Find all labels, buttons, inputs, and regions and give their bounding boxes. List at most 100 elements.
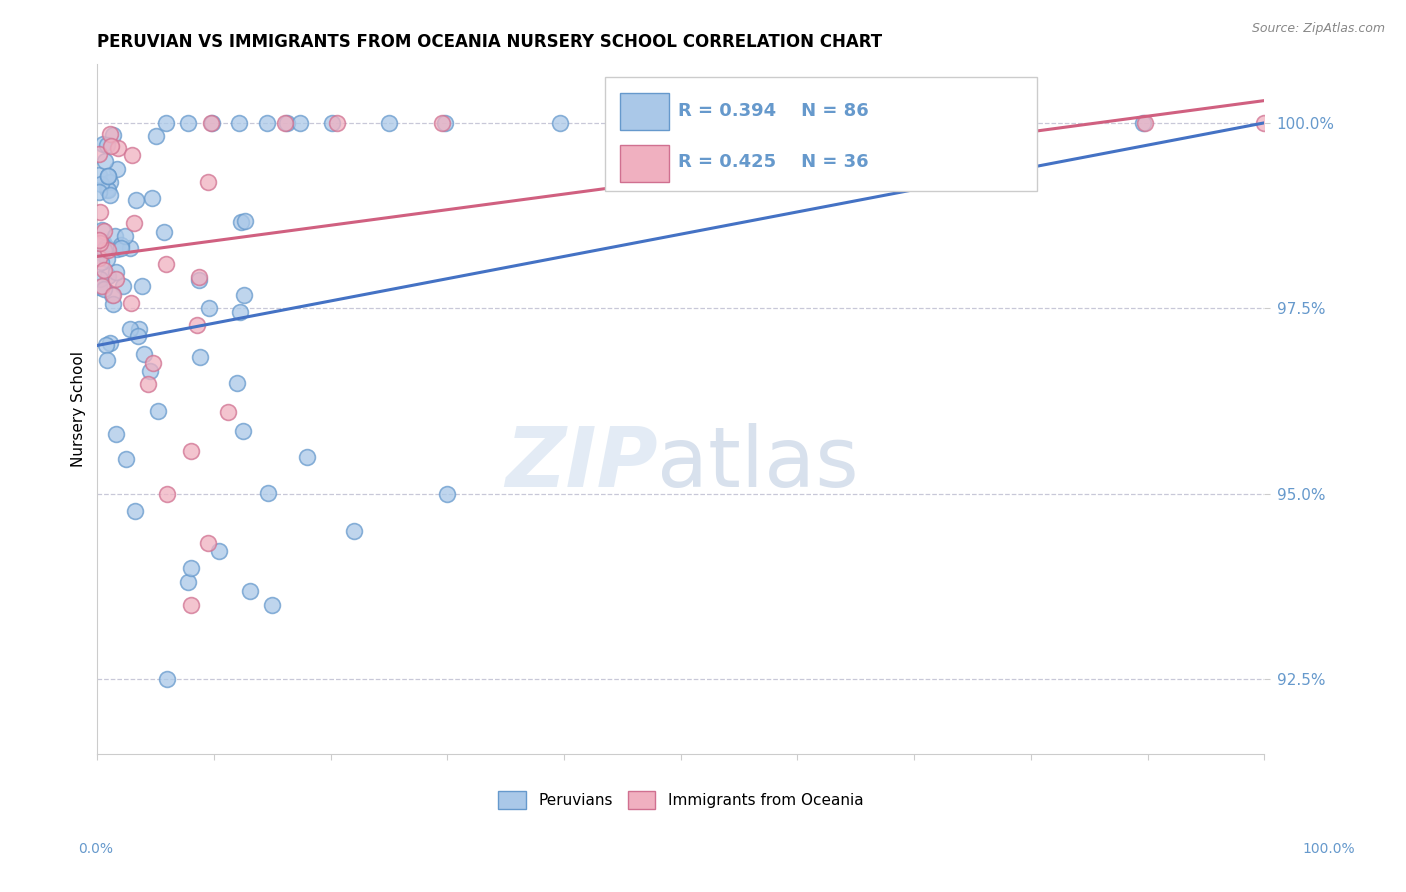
Point: [114, 229, 136, 244]
Point: [228, 116, 250, 130]
Point: [87, 280, 110, 294]
Point: [188, 350, 211, 364]
Point: [128, 321, 150, 335]
Point: [120, 241, 142, 255]
Point: [276, 116, 298, 130]
Point: [148, 404, 170, 418]
Point: [229, 305, 252, 319]
Point: [145, 128, 167, 143]
Point: [101, 287, 124, 301]
Y-axis label: Nursery School: Nursery School: [72, 351, 86, 467]
Point: [134, 347, 156, 361]
Point: [96, 181, 118, 195]
Point: [1133, 116, 1156, 130]
Point: [180, 443, 202, 458]
Point: [188, 270, 211, 285]
Point: [201, 116, 224, 130]
Point: [104, 229, 127, 244]
FancyBboxPatch shape: [605, 78, 1036, 191]
Point: [235, 214, 257, 228]
Point: [141, 191, 163, 205]
Point: [343, 524, 366, 538]
Point: [104, 426, 127, 441]
Text: ZIP: ZIP: [505, 423, 658, 504]
Point: [121, 147, 143, 161]
Point: [180, 561, 202, 575]
Point: [94, 240, 117, 254]
Point: [87, 185, 110, 199]
Point: [98, 175, 121, 189]
Point: [97, 169, 120, 184]
Point: [200, 116, 222, 130]
Point: [93, 282, 115, 296]
Point: [186, 318, 208, 332]
Point: [198, 301, 221, 315]
Point: [96, 252, 118, 266]
Point: [93, 263, 115, 277]
Text: R = 0.425    N = 36: R = 0.425 N = 36: [679, 153, 869, 171]
Point: [297, 450, 319, 464]
Point: [90, 223, 112, 237]
Point: [124, 504, 146, 518]
Point: [239, 584, 262, 599]
Point: [965, 116, 987, 130]
Point: [1253, 116, 1275, 130]
Text: R = 0.394    N = 86: R = 0.394 N = 86: [679, 102, 869, 120]
Point: [155, 116, 177, 130]
Text: PERUVIAN VS IMMIGRANTS FROM OCEANIA NURSERY SCHOOL CORRELATION CHART: PERUVIAN VS IMMIGRANTS FROM OCEANIA NURS…: [97, 33, 883, 51]
Point: [89, 204, 111, 219]
Point: [131, 279, 153, 293]
Point: [321, 116, 343, 130]
Point: [97, 243, 120, 257]
Point: [550, 116, 572, 130]
Point: [93, 224, 115, 238]
Point: [436, 487, 458, 501]
Point: [290, 116, 312, 130]
Point: [1132, 116, 1154, 130]
Point: [94, 154, 117, 169]
Point: [89, 235, 111, 250]
Point: [87, 168, 110, 182]
Point: [257, 486, 280, 500]
Point: [105, 265, 128, 279]
Point: [97, 169, 120, 183]
Point: [103, 128, 125, 142]
Point: [127, 329, 149, 343]
FancyBboxPatch shape: [620, 93, 669, 130]
Point: [93, 244, 115, 258]
Point: [226, 376, 249, 390]
Point: [91, 235, 114, 249]
Point: [100, 139, 122, 153]
Point: [959, 116, 981, 130]
Point: [101, 288, 124, 302]
Point: [197, 536, 219, 550]
Point: [107, 141, 129, 155]
Point: [730, 116, 752, 130]
Point: [122, 216, 145, 230]
Point: [89, 254, 111, 268]
Point: [217, 405, 239, 419]
Point: [156, 487, 179, 501]
Point: [91, 137, 114, 152]
Point: [136, 376, 159, 391]
Point: [96, 138, 118, 153]
Point: [97, 269, 120, 284]
Point: [105, 162, 128, 177]
Legend: Peruvians, Immigrants from Oceania: Peruvians, Immigrants from Oceania: [492, 785, 869, 815]
Point: [90, 178, 112, 192]
Point: [96, 353, 118, 368]
Point: [155, 256, 177, 270]
Point: [90, 246, 112, 260]
Point: [110, 238, 132, 252]
Point: [124, 193, 146, 207]
Point: [118, 322, 141, 336]
Point: [177, 116, 200, 130]
FancyBboxPatch shape: [620, 145, 669, 182]
Point: [433, 116, 456, 130]
Point: [98, 127, 121, 141]
Point: [229, 215, 252, 229]
Point: [105, 271, 128, 285]
Point: [105, 242, 128, 256]
Point: [177, 575, 200, 590]
Point: [114, 452, 136, 467]
